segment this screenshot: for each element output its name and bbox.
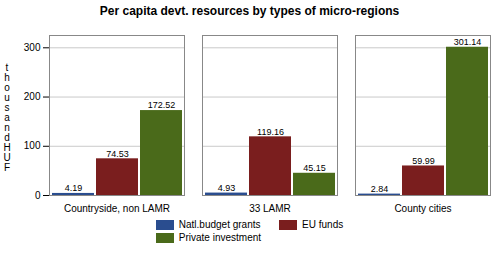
svg-text:33 LAMR: 33 LAMR bbox=[249, 203, 291, 214]
html-text:H: H bbox=[3, 142, 11, 153]
html-text:EU funds: EU funds bbox=[302, 219, 344, 230]
html-text:n: n bbox=[4, 122, 10, 133]
svg-text:300: 300 bbox=[24, 42, 41, 53]
svg-text:45.15: 45.15 bbox=[303, 163, 326, 173]
html-text:h: h bbox=[4, 72, 10, 83]
html-text:o: o bbox=[4, 82, 10, 93]
html-text:Natl.budget grants: Natl.budget grants bbox=[178, 219, 261, 230]
html-text:t: t bbox=[5, 62, 9, 73]
svg-text:Countryside, non LAMR: Countryside, non LAMR bbox=[64, 203, 170, 214]
svg-text:4.19: 4.19 bbox=[65, 183, 83, 193]
svg-text:100: 100 bbox=[24, 140, 41, 151]
html-text:Per capita devt. resources by: Per capita devt. resources by types of m… bbox=[99, 4, 400, 18]
svg-text:59.99: 59.99 bbox=[412, 156, 435, 166]
svg-text:200: 200 bbox=[24, 91, 41, 102]
html-text:d: d bbox=[4, 132, 10, 143]
svg-text:74.53: 74.53 bbox=[106, 149, 129, 159]
svg-text:2.84: 2.84 bbox=[371, 184, 389, 194]
svg-text:County cities: County cities bbox=[394, 203, 451, 214]
svg-text:301.14: 301.14 bbox=[454, 37, 482, 47]
html-text:U: U bbox=[3, 152, 11, 163]
svg-text:0: 0 bbox=[35, 190, 41, 201]
html-text:u: u bbox=[4, 92, 10, 103]
html-text:Private investment: Private investment bbox=[178, 232, 262, 243]
svg-text:4.93: 4.93 bbox=[218, 183, 236, 193]
html-text:s: s bbox=[4, 102, 10, 113]
svg-text:172.52: 172.52 bbox=[148, 100, 176, 110]
svg-text:119.16: 119.16 bbox=[257, 127, 284, 137]
html-text:a: a bbox=[4, 112, 10, 123]
html-text:F: F bbox=[3, 162, 10, 173]
